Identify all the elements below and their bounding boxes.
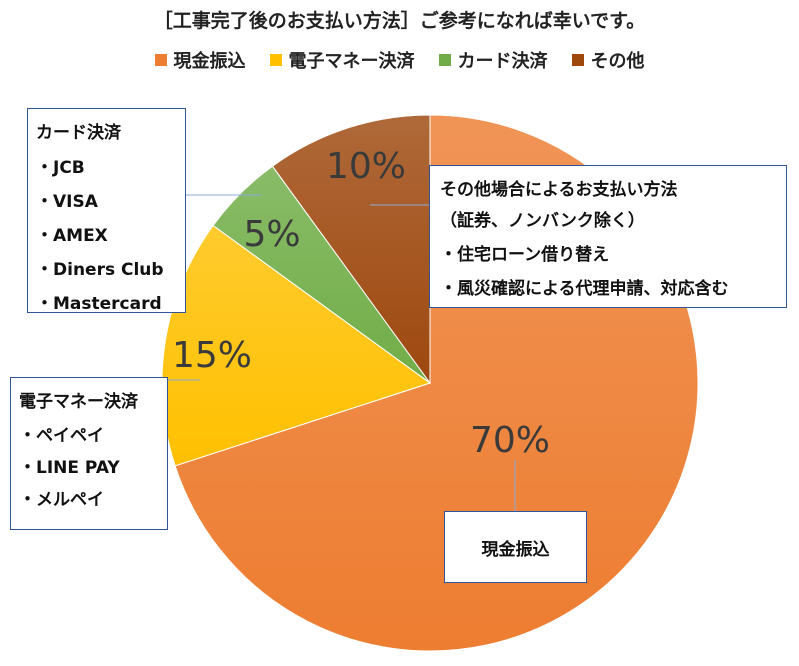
chart-title: ［工事完了後のお支払い方法］ご参考になれば幸いです。: [153, 10, 646, 32]
callout-card-payment: カード決済 JCB VISA AMEX Diners Club Masterca…: [27, 108, 186, 314]
legend-label-card: カード決済: [457, 51, 548, 72]
callout-emoney-payment: 電子マネー決済 ペイペイ LINE PAY メルペイ: [10, 377, 168, 530]
list-item: VISA: [36, 185, 177, 219]
legend-swatch-other: [571, 54, 584, 66]
callout-cash-payment: 現金振込: [444, 511, 587, 583]
pie-slice-emoney: [161, 224, 432, 467]
list-item: メルペイ: [19, 484, 159, 516]
data-label-cash: 70%: [470, 420, 550, 461]
callout-cash-label: 現金振込: [481, 539, 550, 560]
legend-swatch-card: [438, 54, 451, 66]
data-label-card: 5%: [243, 214, 300, 255]
list-item: LINE PAY: [19, 452, 159, 484]
list-item: Mastercard: [36, 287, 177, 321]
callout-card-heading: カード決済: [36, 123, 121, 143]
list-item: AMEX: [36, 219, 177, 253]
callout-other-heading: その他場合によるお支払い方法: [440, 180, 678, 200]
legend-label-cash: 現金振込: [173, 51, 246, 72]
list-item: ペイペイ: [19, 420, 159, 452]
legend-swatch-cash: [154, 54, 167, 66]
legend-label-other: その他: [590, 51, 645, 72]
legend-item-cash: 現金振込: [154, 47, 246, 73]
callout-card-list: JCB VISA AMEX Diners Club Mastercard: [36, 151, 177, 321]
pie-slice-other: [271, 114, 431, 385]
callout-emoney-heading: 電子マネー決済: [19, 392, 138, 412]
list-item: 住宅ローン借り替え: [440, 238, 776, 272]
legend-item-emoney: 電子マネー決済: [269, 47, 415, 73]
data-label-emoney: 15%: [172, 335, 252, 376]
data-label-other: 10%: [326, 146, 406, 187]
legend-swatch-emoney: [269, 54, 282, 66]
legend-item-card: カード決済: [438, 47, 548, 73]
legend-label-emoney: 電子マネー決済: [288, 51, 415, 72]
leader-lines: [168, 194, 516, 511]
list-item: 風災確認による代理申請、対応含む: [440, 272, 776, 306]
list-item: JCB: [36, 151, 177, 185]
callout-emoney-list: ペイペイ LINE PAY メルペイ: [19, 420, 159, 516]
legend: 現金振込 電子マネー決済 カード決済 その他: [0, 47, 799, 73]
callout-other-subheading: （証券、ノンバンク除く）: [440, 211, 645, 231]
legend-item-other: その他: [571, 47, 645, 73]
callout-other-payment: その他場合によるお支払い方法 （証券、ノンバンク除く） 住宅ローン借り替え 風災…: [429, 165, 787, 308]
callout-other-list: 住宅ローン借り替え 風災確認による代理申請、対応含む: [440, 238, 776, 306]
list-item: Diners Club: [36, 253, 177, 287]
